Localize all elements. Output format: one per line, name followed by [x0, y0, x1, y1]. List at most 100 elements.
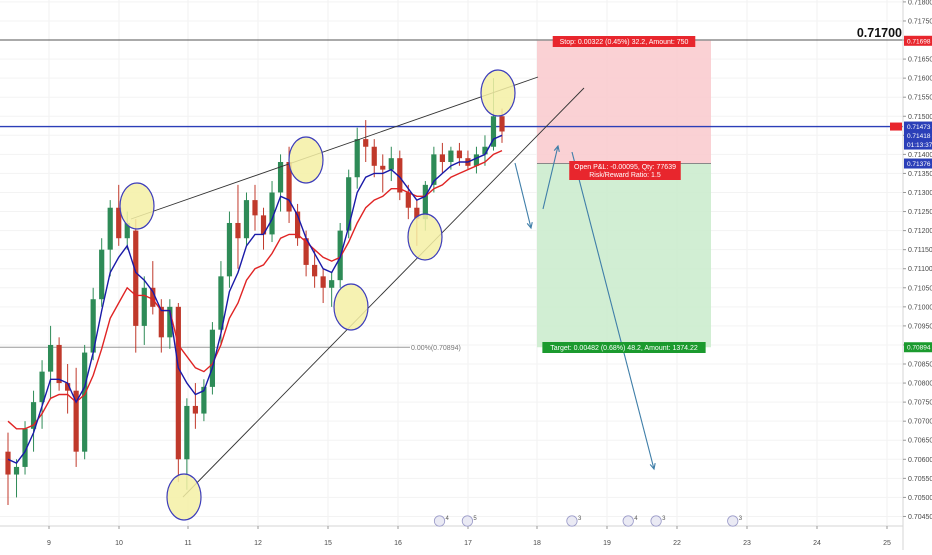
highlight-circle	[333, 283, 369, 331]
candle-body	[388, 158, 394, 170]
candle-body	[124, 222, 130, 239]
candle-body	[116, 207, 122, 239]
candle-body	[47, 344, 54, 372]
price-tick-label: 0.70550	[908, 476, 932, 483]
candle-body	[133, 230, 139, 326]
stop-zone	[537, 40, 711, 164]
price-tick-label: 0.71500	[908, 114, 932, 121]
event-marker-count: 5	[473, 516, 477, 522]
candle-body	[184, 405, 190, 460]
time-tick-label: 16	[394, 540, 402, 547]
time-tick-label: 24	[813, 540, 821, 547]
candle-body	[294, 211, 301, 239]
candle-body	[243, 200, 250, 239]
time-tick-label: 22	[673, 540, 681, 547]
highlight-circle	[166, 473, 202, 521]
candle-body	[422, 184, 428, 220]
candle-body	[99, 249, 105, 300]
time-tick-label: 18	[533, 540, 541, 547]
time-tick-label: 23	[743, 540, 751, 547]
candle-body	[363, 139, 369, 147]
chart-grid	[0, 0, 903, 526]
candle-body	[252, 200, 258, 216]
fib-level-label: 0.00%(0.70894)	[411, 345, 461, 352]
event-markers: 4 5 3 4 3 3	[433, 515, 743, 527]
candle-body	[354, 139, 360, 178]
price-tick-label: 0.70700	[908, 419, 932, 426]
price-tick-label: 0.71600	[908, 76, 932, 83]
candle-body	[150, 287, 156, 307]
candle-body	[269, 192, 275, 235]
candle-body	[312, 264, 318, 277]
wedge-lower-line	[182, 87, 585, 498]
candle-body	[201, 386, 207, 414]
price-tick-label: 0.70500	[908, 495, 932, 502]
candlestick-series	[5, 78, 505, 506]
price-tick-label: 0.71350	[908, 171, 932, 178]
candle-body	[39, 371, 45, 403]
sub-price-tag-bg	[904, 130, 932, 141]
candle-body	[73, 390, 79, 452]
candle-body	[414, 207, 420, 220]
current-price-tag: 0.71473	[907, 124, 931, 131]
candle-body	[235, 222, 241, 239]
stop-price-tag-bg	[904, 35, 932, 46]
price-tick-label: 0.71800	[908, 0, 932, 6]
time-tick-label: 15	[324, 540, 332, 547]
time-tick-label: 10	[115, 540, 123, 547]
time-tick-label: 12	[254, 540, 262, 547]
candle-body	[209, 329, 216, 387]
price-tick-label: 0.71250	[908, 209, 932, 216]
open-pnl-label-text: Open P&L: -0.00095, Qty: 77639	[574, 164, 676, 171]
price-tick-label: 0.70800	[908, 381, 932, 388]
price-tick-label: 0.71550	[908, 95, 932, 102]
candle-body	[431, 154, 437, 185]
price-tick-label: 0.71400	[908, 152, 932, 159]
highlight-circle	[288, 136, 324, 184]
stop-label: Stop: 0.00322 (0.45%) 32.2, Amount: 750	[552, 36, 696, 47]
candle-body	[56, 344, 62, 384]
price-axis[interactable]: 0.718000.717500.717000.716500.716000.715…	[890, 0, 932, 550]
candle-body	[320, 276, 326, 288]
price-tick-label: 0.71650	[908, 57, 932, 64]
arrow-up	[542, 145, 559, 210]
event-marker-count: 3	[662, 516, 666, 522]
candle-body	[456, 150, 463, 159]
wedge-upper-line	[130, 76, 539, 220]
price-axis-bg	[903, 0, 932, 550]
candle-body	[5, 451, 11, 475]
event-marker-icon	[433, 515, 446, 527]
price-tick-label: 0.70600	[908, 457, 932, 464]
ema-fast-line	[7, 134, 503, 464]
candle-body	[286, 161, 292, 212]
candle-body	[30, 402, 37, 429]
candle-body	[482, 146, 488, 155]
price-tick-label: 0.71300	[908, 190, 932, 197]
candle-body	[371, 146, 377, 166]
candle-body	[490, 116, 497, 147]
open-pnl-label: Open P&L: -0.00095, Qty: 77639Risk/Rewar…	[569, 161, 681, 180]
moving-averages	[7, 134, 503, 464]
price-tick-label: 0.71100	[908, 266, 932, 273]
position-zones	[537, 40, 711, 348]
candle-body	[226, 222, 233, 277]
highlight-circle	[119, 182, 155, 230]
candle-body	[260, 215, 267, 235]
candle-body	[192, 405, 198, 414]
event-marker-icon	[622, 515, 634, 527]
event-marker-count: 4	[446, 516, 450, 522]
candle-body	[158, 306, 164, 338]
price-tick-label: 0.71150	[908, 247, 932, 254]
event-marker-icon	[566, 515, 578, 527]
candle-body	[439, 154, 445, 162]
time-axis[interactable]: 9 10 11 12 15 16 17 18 19 22 23 24 25	[0, 525, 903, 547]
target-price-tag-bg	[904, 342, 932, 353]
price-tick-label: 0.70650	[908, 438, 932, 445]
resistance-label: 0.71700	[857, 26, 902, 40]
event-marker-icon	[650, 515, 662, 527]
candle-body	[303, 238, 309, 265]
candle-body	[380, 165, 386, 170]
target-label-text: Target: 0.00482 (0.68%) 48.2, Amount: 13…	[550, 345, 698, 352]
